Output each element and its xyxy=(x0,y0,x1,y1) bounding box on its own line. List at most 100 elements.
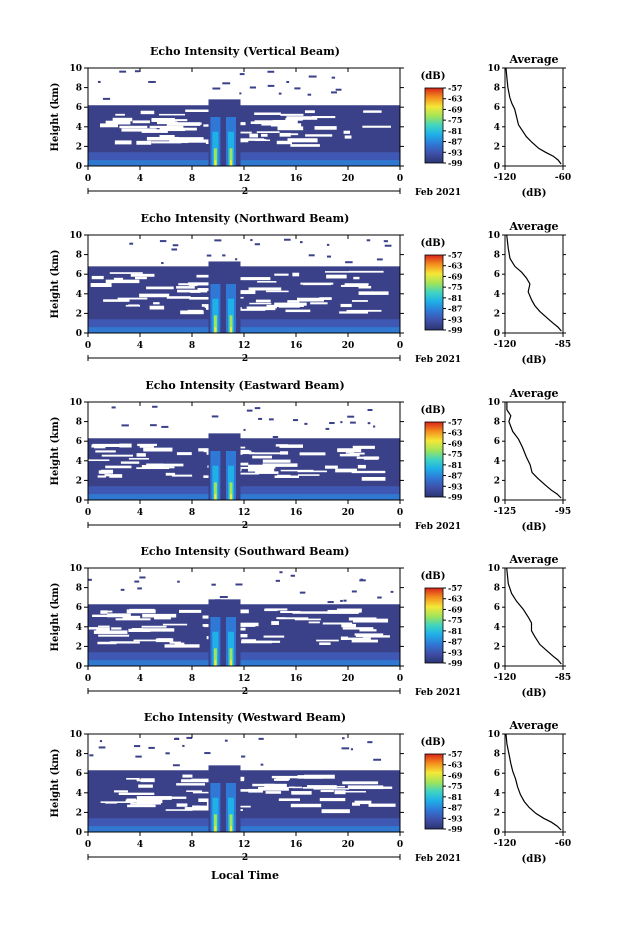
echo-gap xyxy=(265,608,288,611)
sparse-echo xyxy=(367,408,373,411)
average-frame xyxy=(504,67,564,167)
sparse-echo xyxy=(161,425,169,428)
sparse-echo xyxy=(89,754,94,757)
sparse-echo xyxy=(367,422,371,425)
echo-gap xyxy=(302,283,332,286)
echo-gap xyxy=(362,125,391,128)
storm-core xyxy=(213,482,217,500)
sparse-echo xyxy=(222,254,226,257)
echo-gap xyxy=(179,609,202,613)
average-x-tick-label: -85 xyxy=(555,673,571,683)
echo-gap xyxy=(342,790,367,793)
echo-gap xyxy=(274,273,289,276)
storm-core xyxy=(230,660,232,666)
echo-gap xyxy=(92,614,113,617)
echo-gap xyxy=(159,463,184,467)
panel-title: Echo Intensity (Northward Beam) xyxy=(141,212,350,225)
echo-gap xyxy=(98,634,130,637)
sparse-echo xyxy=(148,80,156,83)
echo-gap xyxy=(223,622,259,627)
storm-core xyxy=(213,148,217,166)
echo-gap xyxy=(192,805,201,808)
y-tick-label: 0 xyxy=(76,329,82,339)
sparse-echo xyxy=(133,745,141,748)
y-tick-label: 8 xyxy=(76,84,82,94)
y-tick-label: 2 xyxy=(76,476,82,486)
sparse-echo xyxy=(307,93,312,96)
sparse-echo xyxy=(359,579,366,582)
sparse-echo xyxy=(239,92,242,95)
echo-gap xyxy=(346,309,382,312)
echo-gap xyxy=(291,791,312,795)
sparse-echo xyxy=(341,737,345,740)
echo-gap xyxy=(363,456,379,460)
sparse-echo xyxy=(246,409,253,412)
average-y-tick-label: 2 xyxy=(494,309,500,319)
echo-gap xyxy=(126,609,156,614)
beam-panel: Echo Intensity (Vertical Beam) 0 2 4 6 8 10 Hei… xyxy=(50,45,571,199)
sparse-echo xyxy=(329,422,335,425)
y-axis-label: Height (km) xyxy=(50,83,61,152)
sparse-echo xyxy=(325,427,330,430)
sparse-echo xyxy=(254,407,261,410)
sparse-echo xyxy=(278,92,282,95)
average-x-tick-label: -60 xyxy=(555,839,571,849)
x-tick-label: 12 xyxy=(238,341,251,351)
sparse-echo xyxy=(268,418,274,421)
echo-gap xyxy=(176,783,205,786)
sparse-echo xyxy=(172,764,180,767)
echo-gap xyxy=(248,452,284,455)
sparse-echo xyxy=(99,740,103,743)
colorbar-unit: (dB) xyxy=(421,238,446,249)
echo-gap xyxy=(302,787,329,789)
echo-gap xyxy=(159,113,186,116)
average-y-tick-label: 8 xyxy=(494,418,500,428)
echo-gap xyxy=(142,613,177,618)
sparse-echo xyxy=(384,244,392,247)
echo-gap xyxy=(138,784,153,788)
colorbar-tick-label: -75 xyxy=(448,449,462,459)
echo-gap xyxy=(280,113,304,116)
echo-gap xyxy=(276,140,292,145)
echo-gap xyxy=(280,610,301,614)
echo-gap xyxy=(128,304,140,306)
echo-gap xyxy=(103,610,113,613)
echo-heatmap xyxy=(88,571,400,666)
average-y-tick-label: 8 xyxy=(494,84,500,94)
sparse-echo xyxy=(121,424,129,427)
sparse-echo xyxy=(186,736,193,739)
colorbar-tick-label: -87 xyxy=(448,637,462,647)
echo-gap xyxy=(290,803,322,808)
sparse-echo xyxy=(272,435,279,438)
echo-gap xyxy=(149,305,165,310)
surface-echo-core xyxy=(88,826,400,832)
sparse-echo xyxy=(129,242,134,245)
x-tick-label: 16 xyxy=(290,174,303,184)
echo-gap xyxy=(88,627,98,630)
average-x-tick-label: -85 xyxy=(555,340,571,350)
echo-gap xyxy=(262,463,298,467)
date-marker: 2 xyxy=(242,521,248,531)
colorbar-tick-label: -81 xyxy=(448,460,462,470)
colorbar-tick-label: -69 xyxy=(448,604,463,614)
echo-gap xyxy=(176,803,188,807)
average-y-tick-label: 8 xyxy=(494,251,500,261)
echo-gap xyxy=(334,790,346,795)
echo-gap xyxy=(117,297,148,300)
echo-gap xyxy=(114,140,132,145)
x-tick-label: 12 xyxy=(238,674,251,684)
date-label: Feb 2021 xyxy=(415,854,461,864)
x-tick-label: 0 xyxy=(85,674,91,684)
echo-gap xyxy=(112,117,133,122)
colorbar xyxy=(424,587,444,664)
echo-gap xyxy=(109,474,123,478)
echo-gap xyxy=(353,276,360,280)
echo-gap xyxy=(176,452,192,456)
x-tick-label: 0 xyxy=(397,840,403,850)
storm-core xyxy=(229,648,233,666)
sparse-echo xyxy=(258,737,264,740)
echo-gap xyxy=(93,630,128,634)
sparse-echo xyxy=(161,262,164,265)
y-tick-label: 8 xyxy=(76,418,82,428)
